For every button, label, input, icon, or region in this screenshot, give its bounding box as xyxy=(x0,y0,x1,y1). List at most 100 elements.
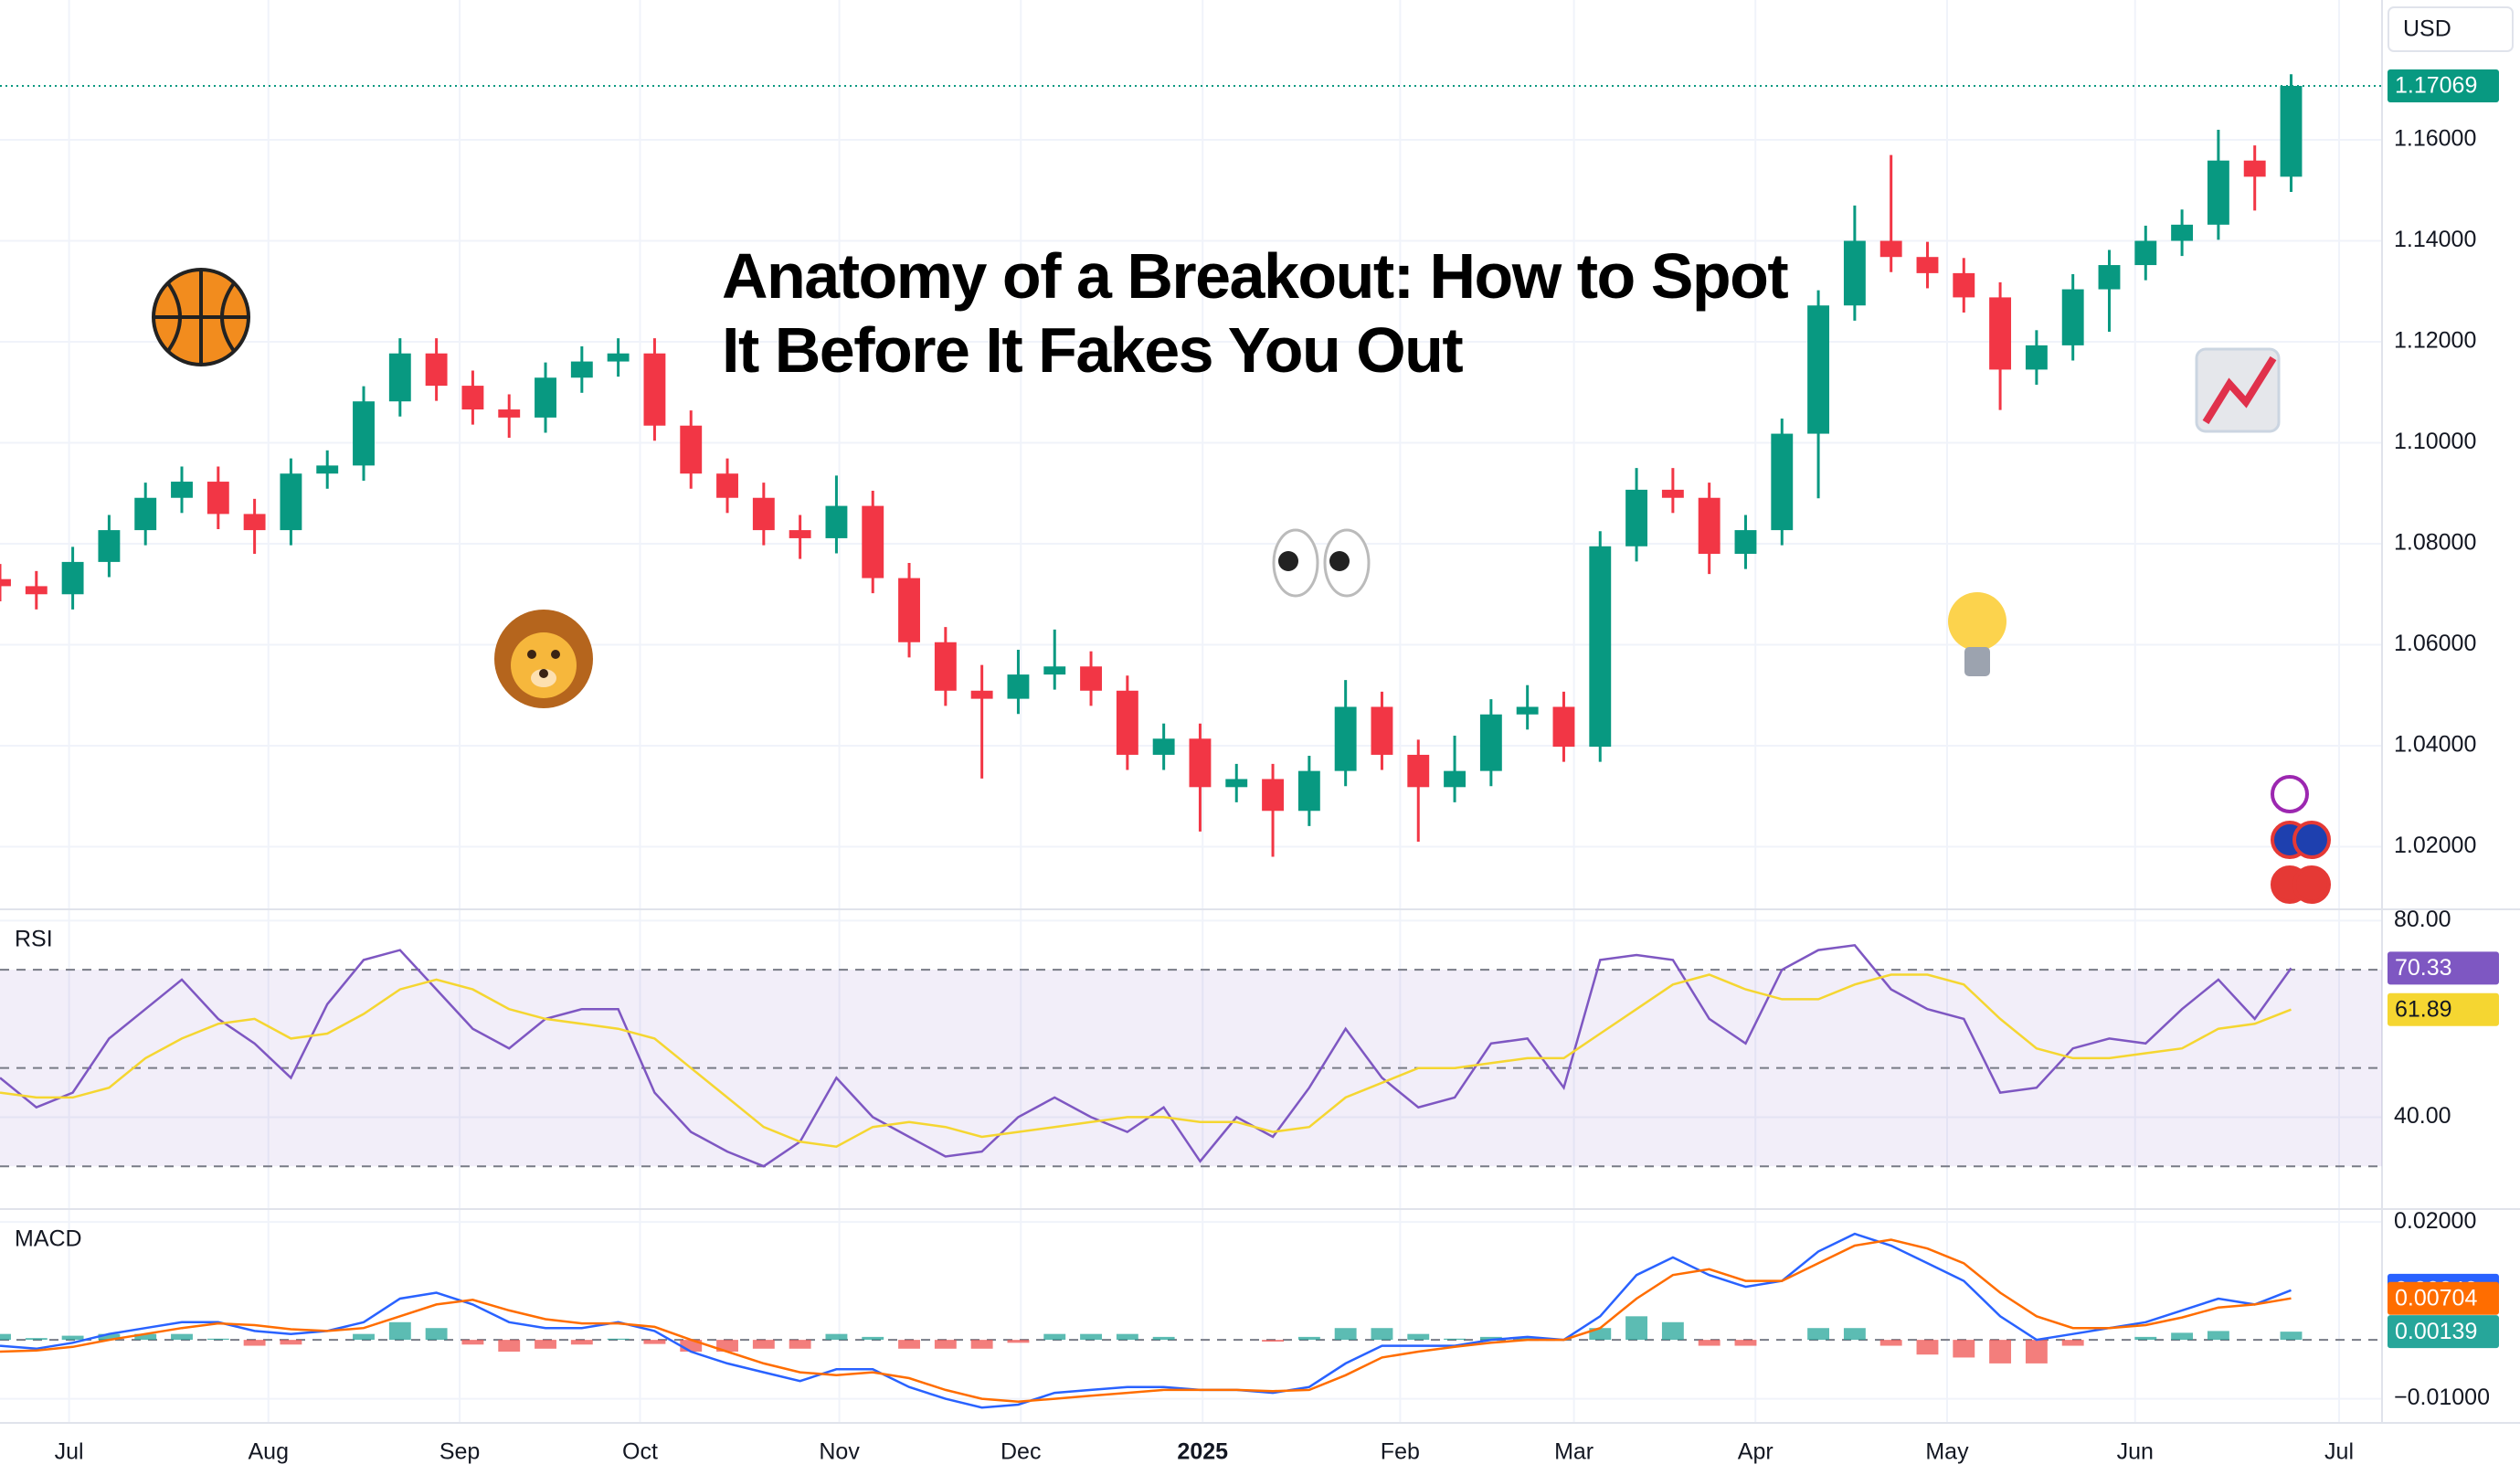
histogram-bar xyxy=(25,1338,48,1341)
histogram-bar xyxy=(643,1340,666,1344)
candle-body xyxy=(1879,240,1902,258)
histogram-bar xyxy=(461,1340,484,1345)
candle-body xyxy=(1080,666,1102,691)
candle-body xyxy=(1843,240,1866,306)
pane-label: MACD xyxy=(15,1226,82,1252)
candle-body xyxy=(1297,770,1320,812)
x-tick-label: Jul xyxy=(2324,1439,2354,1465)
histogram-bar xyxy=(1989,1340,2012,1364)
histogram-bar xyxy=(2025,1340,2048,1364)
candle-body xyxy=(1479,714,1502,771)
value-label: 0.00704 xyxy=(2395,1285,2477,1311)
candle-body xyxy=(1589,546,1612,748)
candle-body xyxy=(280,473,302,531)
histogram-bar xyxy=(1879,1340,1902,1346)
candle-body xyxy=(1444,770,1466,788)
histogram-bar xyxy=(1516,1336,1539,1341)
pane-label: RSI xyxy=(15,927,53,952)
histogram-bar xyxy=(1843,1328,1866,1341)
candle-body xyxy=(1661,489,1684,498)
chart-increasing-icon xyxy=(2195,347,2281,433)
histogram-bar xyxy=(1262,1340,1284,1342)
histogram-bar xyxy=(2207,1331,2229,1341)
histogram-bar xyxy=(1043,1333,1066,1341)
y-tick-label: 1.08000 xyxy=(2394,530,2476,556)
y-tick-label: 1.14000 xyxy=(2394,227,2476,252)
candle-body xyxy=(2098,265,2121,290)
y-tick-label: 80.00 xyxy=(2394,907,2451,932)
x-tick-label: Jun xyxy=(2117,1439,2154,1465)
candle-body xyxy=(1152,738,1175,755)
value-label-box xyxy=(2388,1315,2499,1349)
candle-body xyxy=(171,482,193,498)
candle-body xyxy=(607,353,630,362)
candle-body xyxy=(2207,160,2229,225)
value-label-box xyxy=(2388,1281,2499,1315)
histogram-bar xyxy=(970,1340,993,1349)
indicator-line xyxy=(0,1232,2292,1409)
candle-body xyxy=(643,353,666,426)
histogram-bar xyxy=(2134,1336,2157,1341)
histogram-bar xyxy=(1297,1336,1320,1341)
candle-body xyxy=(970,690,993,699)
histogram-bar xyxy=(98,1333,121,1341)
histogram-bar xyxy=(934,1340,957,1349)
candle-body xyxy=(1334,706,1357,771)
event-icons xyxy=(2271,775,2331,904)
currency-label: USD xyxy=(2403,16,2451,42)
candle-body xyxy=(134,497,157,531)
candle-body xyxy=(1953,272,1975,298)
candle-body xyxy=(1807,305,1830,434)
candle-body xyxy=(934,642,957,691)
candle-body xyxy=(570,361,593,378)
y-tick-label: 0.02000 xyxy=(2394,1208,2476,1234)
histogram-bar xyxy=(1152,1336,1175,1341)
histogram-bar xyxy=(1007,1340,1030,1343)
histogram-bar xyxy=(280,1340,302,1345)
histogram-bar xyxy=(2061,1340,2084,1346)
candle-body xyxy=(898,578,920,642)
x-tick-label: May xyxy=(1925,1439,1969,1465)
histogram-bar xyxy=(789,1340,811,1349)
x-tick-label: Mar xyxy=(1554,1439,1594,1465)
value-label: 61.89 xyxy=(2395,996,2452,1022)
x-tick-label: Apr xyxy=(1738,1439,1774,1465)
histogram-bar xyxy=(1334,1328,1357,1341)
histogram-bar xyxy=(1953,1340,1975,1358)
x-tick-label: Feb xyxy=(1381,1439,1420,1465)
candle-body xyxy=(680,425,703,474)
histogram-bar xyxy=(134,1333,157,1341)
candle-body xyxy=(716,473,738,498)
y-tick-label: 1.02000 xyxy=(2394,833,2476,858)
x-tick-label: Oct xyxy=(622,1439,658,1465)
eyes-icon xyxy=(1272,528,1371,598)
histogram-bar xyxy=(1807,1328,1830,1341)
x-tick-label: Nov xyxy=(819,1439,860,1465)
histogram-bar xyxy=(243,1340,266,1346)
lion-icon xyxy=(494,610,593,708)
histogram-bar xyxy=(752,1340,775,1349)
candle-body xyxy=(425,353,448,387)
histogram-bar xyxy=(535,1340,556,1349)
candle-body xyxy=(1043,666,1066,675)
histogram-bar xyxy=(1916,1340,1939,1355)
currency-box[interactable] xyxy=(2388,6,2514,52)
histogram-bar xyxy=(498,1340,521,1352)
candle-body xyxy=(1371,706,1393,755)
histogram-bar xyxy=(607,1338,630,1341)
y-tick-label: 1.06000 xyxy=(2394,631,2476,656)
candle-body xyxy=(1771,433,1794,531)
histogram-bar xyxy=(171,1333,193,1341)
value-label: 0.00139 xyxy=(2395,1319,2477,1344)
x-tick-label: 2025 xyxy=(1177,1439,1228,1465)
y-tick-label: 40.00 xyxy=(2394,1103,2451,1129)
histogram-bar xyxy=(2171,1332,2194,1341)
chart-title: Anatomy of a Breakout: How to Spot It Be… xyxy=(722,240,1789,386)
histogram-bar xyxy=(353,1333,375,1341)
candle-body xyxy=(1552,706,1575,748)
candle-body xyxy=(1407,754,1430,788)
histogram-bar xyxy=(898,1340,920,1349)
